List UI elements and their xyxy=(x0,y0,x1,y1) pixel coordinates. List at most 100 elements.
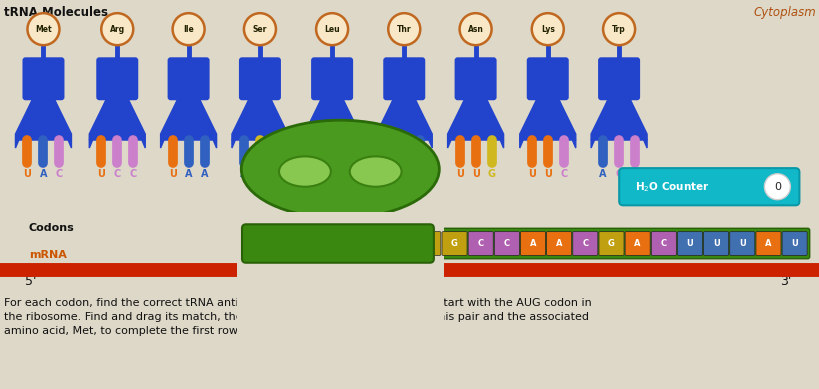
FancyBboxPatch shape xyxy=(337,232,362,255)
Text: U: U xyxy=(738,239,744,248)
Ellipse shape xyxy=(241,120,439,218)
Polygon shape xyxy=(342,97,360,148)
Text: U: U xyxy=(169,169,176,179)
FancyBboxPatch shape xyxy=(703,232,728,255)
Text: G: G xyxy=(608,239,614,248)
Text: G: G xyxy=(487,169,495,179)
Text: Leu: Leu xyxy=(324,25,340,34)
Polygon shape xyxy=(628,97,646,148)
Circle shape xyxy=(602,13,635,45)
Text: 0: 0 xyxy=(773,182,780,192)
Text: G: G xyxy=(312,169,319,179)
Text: A: A xyxy=(328,169,336,179)
FancyBboxPatch shape xyxy=(676,232,702,255)
Polygon shape xyxy=(89,97,145,140)
FancyBboxPatch shape xyxy=(363,232,388,255)
FancyBboxPatch shape xyxy=(618,168,799,205)
Text: Ile: Ile xyxy=(183,25,194,34)
FancyBboxPatch shape xyxy=(242,224,433,263)
Ellipse shape xyxy=(278,156,331,187)
Text: A: A xyxy=(373,239,379,248)
Text: A: A xyxy=(555,239,562,248)
Text: H$_2$O Counter: H$_2$O Counter xyxy=(635,180,709,194)
Polygon shape xyxy=(269,97,287,148)
FancyBboxPatch shape xyxy=(755,232,780,255)
Text: C: C xyxy=(581,239,588,248)
Text: C: C xyxy=(503,239,509,248)
FancyBboxPatch shape xyxy=(259,232,283,255)
Text: A: A xyxy=(184,169,192,179)
Text: Ser: Ser xyxy=(252,25,267,34)
Text: 5': 5' xyxy=(25,275,37,288)
Text: Asn: Asn xyxy=(467,25,483,34)
Text: U: U xyxy=(455,169,463,179)
Text: C: C xyxy=(631,169,638,179)
Text: Arg: Arg xyxy=(110,25,124,34)
Text: U: U xyxy=(24,169,31,179)
Circle shape xyxy=(763,174,790,200)
Text: mRNA: mRNA xyxy=(29,250,66,260)
FancyBboxPatch shape xyxy=(454,57,496,100)
Polygon shape xyxy=(53,97,71,148)
FancyBboxPatch shape xyxy=(520,232,545,255)
Polygon shape xyxy=(447,97,503,140)
FancyBboxPatch shape xyxy=(311,232,336,255)
Polygon shape xyxy=(161,97,216,140)
Text: A: A xyxy=(268,239,274,248)
Text: Thr: Thr xyxy=(396,25,411,34)
Text: Cytoplasm: Cytoplasm xyxy=(752,6,815,19)
Text: U: U xyxy=(384,169,391,179)
FancyBboxPatch shape xyxy=(285,232,310,255)
FancyBboxPatch shape xyxy=(598,232,623,255)
FancyBboxPatch shape xyxy=(441,232,467,255)
FancyBboxPatch shape xyxy=(650,232,676,255)
FancyBboxPatch shape xyxy=(572,232,597,255)
FancyBboxPatch shape xyxy=(468,232,492,255)
Text: C: C xyxy=(615,169,622,179)
Text: G: G xyxy=(424,239,432,248)
Text: A: A xyxy=(416,169,423,179)
Polygon shape xyxy=(304,97,322,148)
Polygon shape xyxy=(198,97,216,148)
FancyBboxPatch shape xyxy=(526,57,568,100)
Text: G: G xyxy=(256,169,264,179)
Polygon shape xyxy=(519,97,575,140)
Polygon shape xyxy=(161,97,179,148)
Text: For each codon, find the correct tRNA anticodon and drag it to the ribosome. Sta: For each codon, find the correct tRNA an… xyxy=(4,298,591,336)
Text: Ribosome: Ribosome xyxy=(311,288,369,301)
FancyBboxPatch shape xyxy=(238,57,281,100)
Polygon shape xyxy=(16,97,71,140)
Text: C: C xyxy=(129,169,137,179)
Polygon shape xyxy=(485,97,503,148)
Text: G: G xyxy=(398,239,405,248)
Polygon shape xyxy=(127,97,145,148)
FancyBboxPatch shape xyxy=(167,57,210,100)
Circle shape xyxy=(531,13,563,45)
Text: G: G xyxy=(320,239,327,248)
Text: A: A xyxy=(599,169,606,179)
Text: C: C xyxy=(559,169,567,179)
Text: U: U xyxy=(527,169,535,179)
Text: A: A xyxy=(201,169,208,179)
Polygon shape xyxy=(376,97,394,148)
Circle shape xyxy=(243,13,276,45)
FancyBboxPatch shape xyxy=(546,232,571,255)
FancyBboxPatch shape xyxy=(96,57,138,100)
Circle shape xyxy=(101,13,133,45)
Circle shape xyxy=(172,13,205,45)
Polygon shape xyxy=(89,97,107,148)
Circle shape xyxy=(315,13,348,45)
FancyBboxPatch shape xyxy=(415,232,441,255)
Text: U: U xyxy=(686,239,693,248)
Polygon shape xyxy=(376,97,432,140)
Text: U: U xyxy=(790,239,797,248)
FancyBboxPatch shape xyxy=(389,232,414,255)
Polygon shape xyxy=(557,97,575,148)
FancyBboxPatch shape xyxy=(597,57,640,100)
FancyBboxPatch shape xyxy=(22,57,65,100)
Text: C: C xyxy=(660,239,666,248)
Text: A: A xyxy=(346,239,353,248)
Text: tRNA Molecules: tRNA Molecules xyxy=(4,6,108,19)
Text: Anticodons: Anticodons xyxy=(311,189,377,202)
Text: U: U xyxy=(344,169,351,179)
